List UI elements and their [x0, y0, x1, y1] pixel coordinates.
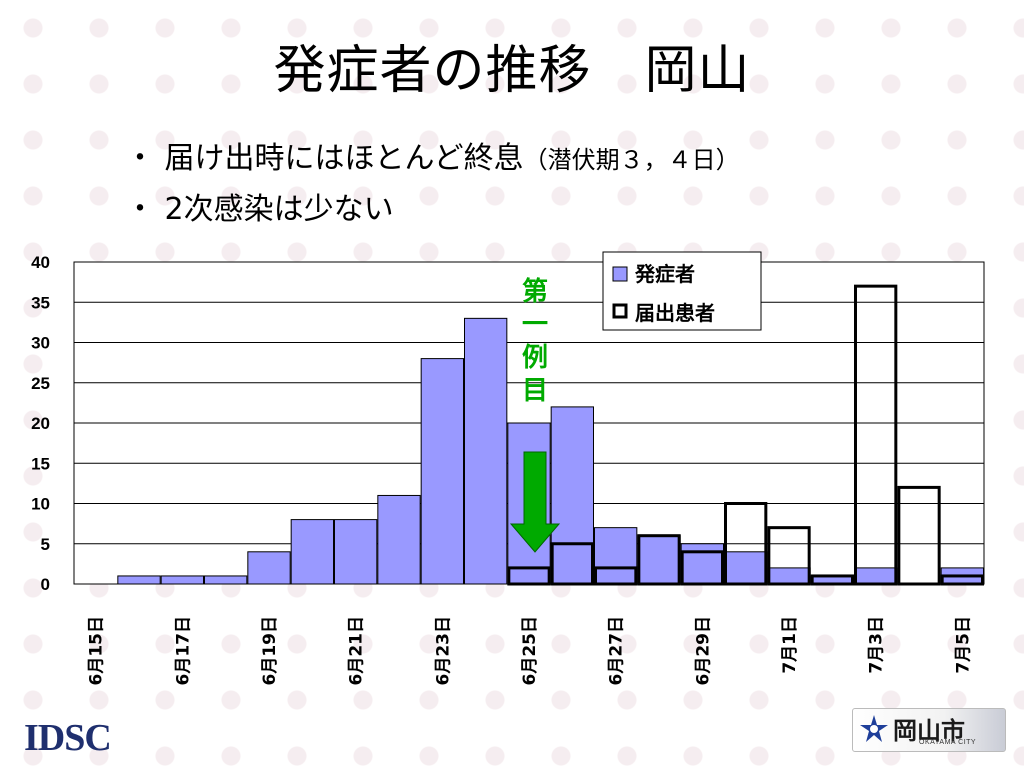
- legend-label-reported: 届出患者: [635, 301, 715, 325]
- x-tick-label: 6月19日: [260, 616, 280, 686]
- legend-swatch-onset: [612, 266, 628, 282]
- bullet-text: ・ 届け出時にはほとんど終息: [125, 141, 524, 176]
- annotation-char: 目: [522, 376, 548, 406]
- bar-onset: [550, 406, 595, 585]
- bar-onset: [117, 575, 161, 585]
- bar-onset: [334, 519, 378, 585]
- y-tick-label: 30: [31, 334, 50, 353]
- y-tick-label: 35: [31, 293, 50, 312]
- annotation-char: 第: [522, 276, 548, 307]
- bar-onset: [767, 567, 811, 585]
- bar-reported: [594, 566, 638, 586]
- x-tick-label: 6月29日: [693, 616, 713, 686]
- y-tick-label: 25: [31, 374, 50, 393]
- x-tick-label: 6月27日: [607, 616, 627, 686]
- legend-box: [602, 251, 762, 331]
- city-name-latin: OKAYAMA CITY: [919, 739, 977, 746]
- bar-reported: [550, 542, 595, 586]
- bar-onset: [160, 575, 205, 585]
- slide-title: 発症者の推移 岡山: [273, 41, 751, 101]
- x-tick-label: 6月25日: [520, 616, 540, 686]
- first-case-arrow-icon: [509, 451, 561, 553]
- y-tick-label: 15: [31, 454, 50, 473]
- annotation-char: 例: [522, 343, 548, 373]
- bar-reported: [637, 534, 681, 586]
- x-tick-label: 6月23日: [433, 616, 453, 686]
- x-tick-label: 6月17日: [173, 616, 193, 686]
- bar-onset: [247, 551, 291, 585]
- bar-reported: [810, 574, 855, 586]
- bar-reported: [854, 284, 898, 586]
- y-tick-label: 40: [31, 253, 50, 272]
- city-emblem-icon: [860, 715, 888, 742]
- bar-onset: [854, 567, 898, 585]
- bar-onset: [420, 358, 464, 585]
- bar-reported: [724, 502, 768, 586]
- bar-onset: [204, 575, 248, 585]
- x-tick-label: 7月1日: [780, 616, 800, 674]
- y-tick-label: 5: [41, 535, 50, 554]
- legend-swatch-reported: [612, 303, 628, 319]
- bar-reported: [680, 550, 725, 586]
- y-tick-label: 20: [31, 414, 50, 433]
- x-tick-label: 7月3日: [867, 616, 887, 674]
- y-tick-label: 10: [31, 495, 50, 514]
- bar-reported: [507, 566, 551, 586]
- idsc-logo: IDSC: [24, 717, 112, 759]
- bar-reported: [897, 485, 941, 586]
- bar-onset: [637, 535, 681, 585]
- city-name: 岡山市: [893, 717, 965, 745]
- bar-onset: [680, 543, 725, 585]
- x-tick-label: 6月15日: [87, 616, 107, 686]
- bar-onset: [377, 494, 421, 585]
- bar-onset: [594, 527, 638, 585]
- bar-reported: [767, 526, 811, 586]
- x-tick-label: 6月21日: [347, 616, 367, 686]
- bar-reported: [940, 574, 985, 586]
- bullet-item: ・ 2次感染は少ない: [125, 192, 394, 227]
- bar-onset: [464, 317, 508, 585]
- bar-onset: [724, 551, 768, 585]
- bar-onset: [290, 519, 334, 585]
- bullet-paren-text: （潜伏期３，４日）: [523, 146, 740, 174]
- bullet-item: ・ 届け出時にはほとんど終息（潜伏期３，４日）: [125, 134, 740, 185]
- legend-label-onset: 発症者: [634, 262, 695, 286]
- annotation-char: 一: [522, 310, 548, 340]
- y-tick-label: 0: [41, 575, 50, 594]
- x-tick-label: 7月5日: [953, 616, 973, 674]
- okayama-city-logo: 岡山市 OKAYAMA CITY: [852, 708, 1006, 752]
- bullet-list: ・ 届け出時にはほとんど終息（潜伏期３，４日） ・ 2次感染は少ない: [125, 134, 740, 235]
